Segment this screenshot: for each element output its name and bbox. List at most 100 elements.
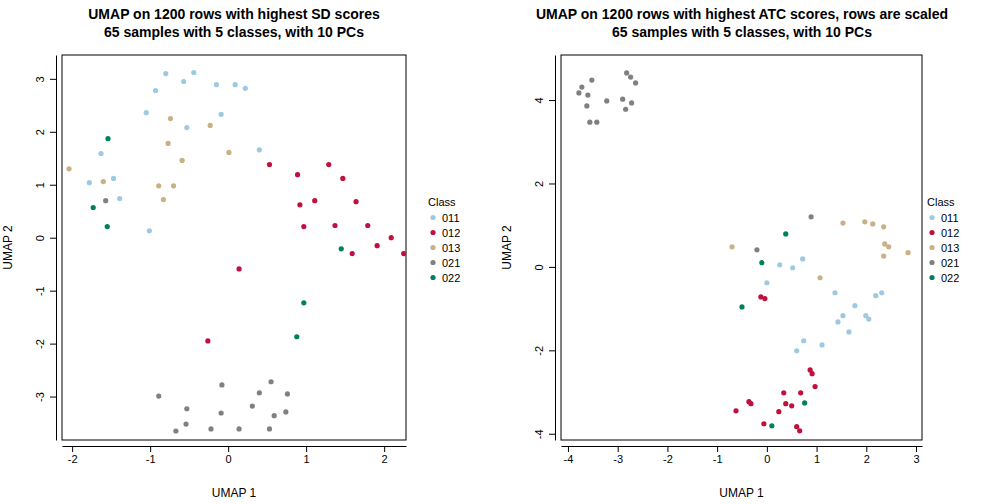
point [165,141,170,146]
point [91,205,96,210]
y-tick-label: -4 [533,429,545,439]
legend: Class011012013021022 [428,196,460,284]
x-tick: 1 [304,446,310,465]
y-axis: -4-2024 [533,56,556,441]
legend-swatch [929,230,934,235]
x-tick-mark [306,446,307,452]
point [236,426,241,431]
series [91,136,344,339]
x-axis-line [63,446,407,447]
point [748,401,753,406]
x-axis: -2-1012 [63,446,407,465]
y-tick-label: 0 [34,235,46,241]
point [620,97,625,102]
point [852,303,857,308]
point [832,290,837,295]
point [604,98,609,103]
y-tick-mark [549,100,555,101]
y-tick-label: -3 [34,392,46,402]
series [87,70,262,234]
point [243,86,248,91]
point [168,116,173,121]
legend-swatch [929,245,934,250]
legend-title: Class [927,196,955,208]
point [272,413,277,418]
point [761,421,766,426]
point [401,251,406,256]
x-tick: -3 [613,446,623,465]
legend-swatch [929,260,934,265]
point [285,391,290,396]
point [156,183,161,188]
title: UMAP on 1200 rows with highest SD scores [88,6,380,22]
x-tick: 0 [764,446,770,465]
point [797,428,802,433]
point [798,390,803,395]
point [810,371,815,376]
x-tick: -1 [713,446,723,465]
x-axis-title: UMAP 1 [212,486,257,500]
y-tick-label: 2 [34,129,46,135]
series [66,116,231,202]
point [879,290,884,295]
x-tick-label: 0 [764,453,770,465]
x-tick: -4 [564,446,574,465]
point [156,393,161,398]
point [184,406,189,411]
legend-label: 022 [442,272,460,284]
point [117,196,122,201]
point [835,319,840,324]
legend-swatch [430,275,435,280]
y-tick-label: -2 [533,346,545,356]
point [180,158,185,163]
x-tick: -1 [146,446,156,465]
point [790,265,795,270]
x-tick-mark [717,446,718,452]
y-tick-mark [549,183,555,184]
chart: UMAP on 1200 rows with highest SD scores… [1,6,460,500]
point [800,256,805,261]
point [208,123,213,128]
point [789,403,794,408]
point [802,400,807,405]
point [769,423,774,428]
point [584,103,589,108]
point [163,71,168,76]
y-tick: -2 [34,339,56,349]
plot-frame [62,55,406,440]
point [905,250,910,255]
point [181,79,186,84]
point [862,219,867,224]
legend-label: 011 [941,212,959,224]
point [629,100,634,105]
series [576,70,813,252]
legend: Class011012013021022 [927,196,959,284]
y-tick-mark [50,397,56,398]
point [283,409,288,414]
x-tick: -2 [68,446,78,465]
point [161,197,166,202]
x-tick: 3 [913,446,919,465]
y-axis-title: UMAP 2 [1,225,15,270]
point [729,244,734,249]
x-tick-label: 2 [864,453,870,465]
y-tick: -4 [533,429,555,439]
point [866,316,871,321]
point [66,166,71,171]
x-tick-label: -4 [564,453,574,465]
subtitle: 65 samples with 5 classes, with 10 PCs [612,24,872,40]
x-tick-mark [817,446,818,452]
legend-label: 012 [442,227,460,239]
y-axis-line [56,56,57,441]
point [147,228,152,233]
point [840,313,845,318]
y-tick-label: -1 [34,286,46,296]
point [105,136,110,141]
series [103,198,290,434]
x-tick-mark [916,446,917,452]
x-tick-mark [618,446,619,452]
legend-swatch [430,245,435,250]
x-tick-mark [72,446,73,452]
point [764,280,769,285]
point [353,199,358,204]
